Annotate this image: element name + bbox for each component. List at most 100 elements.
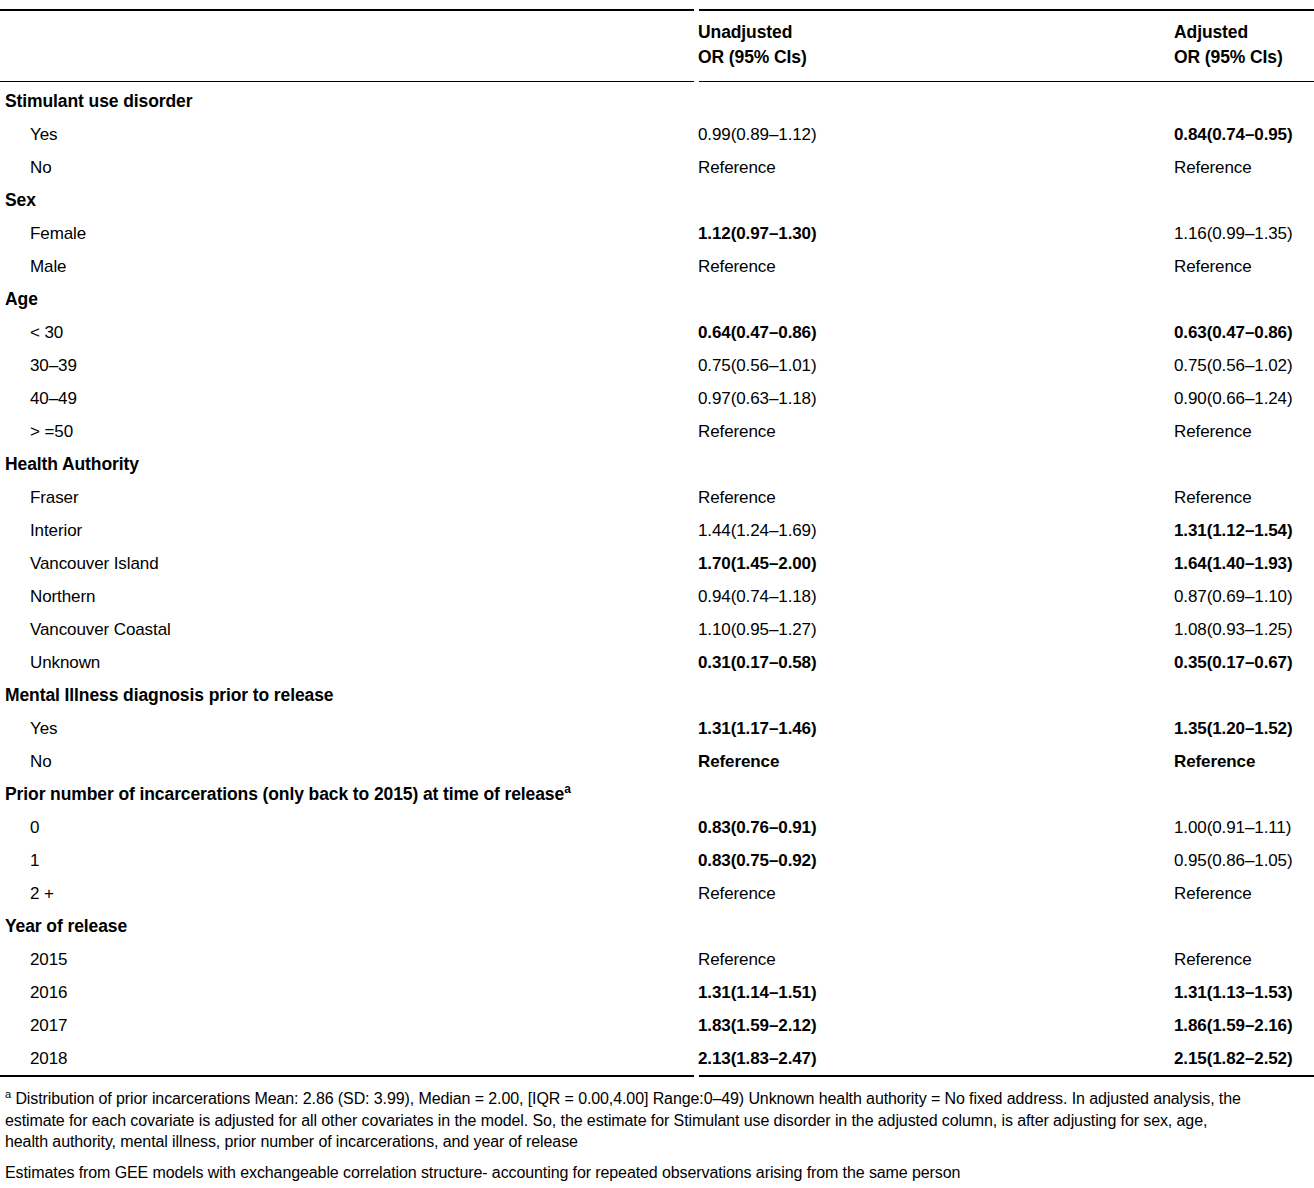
data-row: NoReferenceReference [0, 151, 1314, 184]
data-row: Yes0.99(0.89–1.12)0.84(0.74–0.95) [0, 118, 1314, 151]
column-header-adjusted-line2: OR (95% CIs) [1174, 45, 1314, 70]
data-row: Yes1.31(1.17–1.46)1.35(1.20–1.52) [0, 712, 1314, 745]
data-row: 30–390.75(0.56–1.01)0.75(0.56–1.02) [0, 349, 1314, 382]
row-label: Vancouver Island [0, 554, 698, 574]
section-header-label: Stimulant use disorder [5, 91, 192, 111]
row-label: Interior [0, 521, 698, 541]
unadjusted-value: 0.99(0.89–1.12) [698, 125, 1174, 145]
row-label: 0 [0, 818, 698, 838]
section-row: Year of release [0, 910, 1314, 943]
unadjusted-value: 1.70(1.45–2.00) [698, 554, 1174, 574]
adjusted-value: 1.35(1.20–1.52) [1174, 719, 1314, 739]
top-rule [0, 9, 1314, 11]
row-label: 1 [0, 851, 698, 871]
row-label: Vancouver Coastal [0, 620, 698, 640]
unadjusted-value: 0.75(0.56–1.01) [698, 356, 1174, 376]
section-row: Age [0, 283, 1314, 316]
data-row: 40–490.97(0.63–1.18)0.90(0.66–1.24) [0, 382, 1314, 415]
header-rule [0, 81, 1314, 82]
unadjusted-value: Reference [698, 752, 1174, 772]
row-label: Unknown [0, 653, 698, 673]
adjusted-value: 0.35(0.17–0.67) [1174, 653, 1314, 673]
unadjusted-value: 1.31(1.17–1.46) [698, 719, 1174, 739]
data-row: 2015ReferenceReference [0, 943, 1314, 976]
unadjusted-value: 0.31(0.17–0.58) [698, 653, 1174, 673]
unadjusted-value: 0.83(0.76–0.91) [698, 818, 1174, 838]
section-header-label: Prior number of incarcerations (only bac… [5, 784, 564, 804]
adjusted-value: 0.84(0.74–0.95) [1174, 125, 1314, 145]
section-header-label: Year of release [5, 916, 127, 936]
section-footnote-marker: a [564, 784, 571, 796]
adjusted-value: 1.64(1.40–1.93) [1174, 554, 1314, 574]
row-label: Yes [0, 125, 698, 145]
section-header: Mental Illness diagnosis prior to releas… [0, 685, 698, 706]
adjusted-value: 0.63(0.47–0.86) [1174, 323, 1314, 343]
data-row: Vancouver Island1.70(1.45–2.00)1.64(1.40… [0, 547, 1314, 580]
column-header-unadjusted: Unadjusted OR (95% CIs) [698, 20, 1174, 69]
adjusted-value: Reference [1174, 422, 1314, 442]
section-header: Stimulant use disorder [0, 91, 698, 112]
unadjusted-value: 0.94(0.74–1.18) [698, 587, 1174, 607]
column-header-adjusted: Adjusted OR (95% CIs) [1174, 20, 1314, 69]
section-header: Year of release [0, 916, 698, 937]
column-header-unadjusted-line1: Unadjusted [698, 20, 1174, 45]
adjusted-value: 2.15(1.82–2.52) [1174, 1049, 1314, 1069]
column-header-unadjusted-line2: OR (95% CIs) [698, 45, 1174, 70]
footnotes: a Distribution of prior incarcerations M… [0, 1088, 1250, 1183]
data-row: Interior1.44(1.24–1.69)1.31(1.12–1.54) [0, 514, 1314, 547]
data-row: 10.83(0.75–0.92)0.95(0.86–1.05) [0, 844, 1314, 877]
section-row: Sex [0, 184, 1314, 217]
adjusted-value: Reference [1174, 158, 1314, 178]
bottom-rule [0, 1075, 1314, 1077]
row-label: 2015 [0, 950, 698, 970]
paper-table-figure: Unadjusted OR (95% CIs) Adjusted OR (95%… [0, 0, 1314, 1188]
data-row: 20182.13(1.83–2.47)2.15(1.82–2.52) [0, 1042, 1314, 1075]
adjusted-value: 0.95(0.86–1.05) [1174, 851, 1314, 871]
footnote-a: a Distribution of prior incarcerations M… [5, 1088, 1250, 1153]
section-header-label: Age [5, 289, 38, 309]
data-row: Female1.12(0.97–1.30)1.16(0.99–1.35) [0, 217, 1314, 250]
section-header: Age [0, 289, 698, 310]
unadjusted-value: 1.44(1.24–1.69) [698, 521, 1174, 541]
section-header-label: Sex [5, 190, 36, 210]
section-row: Health Authority [0, 448, 1314, 481]
data-row: Vancouver Coastal1.10(0.95–1.27)1.08(0.9… [0, 613, 1314, 646]
row-label: Male [0, 257, 698, 277]
adjusted-value: 0.87(0.69–1.10) [1174, 587, 1314, 607]
adjusted-value: 1.00(0.91–1.11) [1174, 818, 1314, 838]
unadjusted-value: 1.31(1.14–1.51) [698, 983, 1174, 1003]
adjusted-value: Reference [1174, 884, 1314, 904]
adjusted-value: Reference [1174, 488, 1314, 508]
unadjusted-value: 0.83(0.75–0.92) [698, 851, 1174, 871]
unadjusted-value: Reference [698, 884, 1174, 904]
data-row: MaleReferenceReference [0, 250, 1314, 283]
unadjusted-value: 1.83(1.59–2.12) [698, 1016, 1174, 1036]
adjusted-value: 1.31(1.12–1.54) [1174, 521, 1314, 541]
adjusted-value: 1.08(0.93–1.25) [1174, 620, 1314, 640]
adjusted-value: 1.31(1.13–1.53) [1174, 983, 1314, 1003]
data-row: 00.83(0.76–0.91)1.00(0.91–1.11) [0, 811, 1314, 844]
section-header: Health Authority [0, 454, 698, 475]
data-row: FraserReferenceReference [0, 481, 1314, 514]
row-label: 2 + [0, 884, 698, 904]
unadjusted-value: 0.97(0.63–1.18) [698, 389, 1174, 409]
adjusted-value: 1.16(0.99–1.35) [1174, 224, 1314, 244]
unadjusted-value: Reference [698, 158, 1174, 178]
column-header-adjusted-line1: Adjusted [1174, 20, 1314, 45]
row-label: Female [0, 224, 698, 244]
row-label: 30–39 [0, 356, 698, 376]
unadjusted-value: Reference [698, 422, 1174, 442]
table-body: Stimulant use disorderYes0.99(0.89–1.12)… [0, 82, 1314, 1075]
row-label: Northern [0, 587, 698, 607]
footnote-gee: Estimates from GEE models with exchangea… [5, 1162, 1250, 1184]
row-label: Yes [0, 719, 698, 739]
adjusted-value: Reference [1174, 950, 1314, 970]
row-label: 2016 [0, 983, 698, 1003]
data-row: Northern0.94(0.74–1.18)0.87(0.69–1.10) [0, 580, 1314, 613]
section-row: Mental Illness diagnosis prior to releas… [0, 679, 1314, 712]
adjusted-value: 0.75(0.56–1.02) [1174, 356, 1314, 376]
row-label: > =50 [0, 422, 698, 442]
unadjusted-value: 2.13(1.83–2.47) [698, 1049, 1174, 1069]
data-row: 2 +ReferenceReference [0, 877, 1314, 910]
data-row: > =50ReferenceReference [0, 415, 1314, 448]
